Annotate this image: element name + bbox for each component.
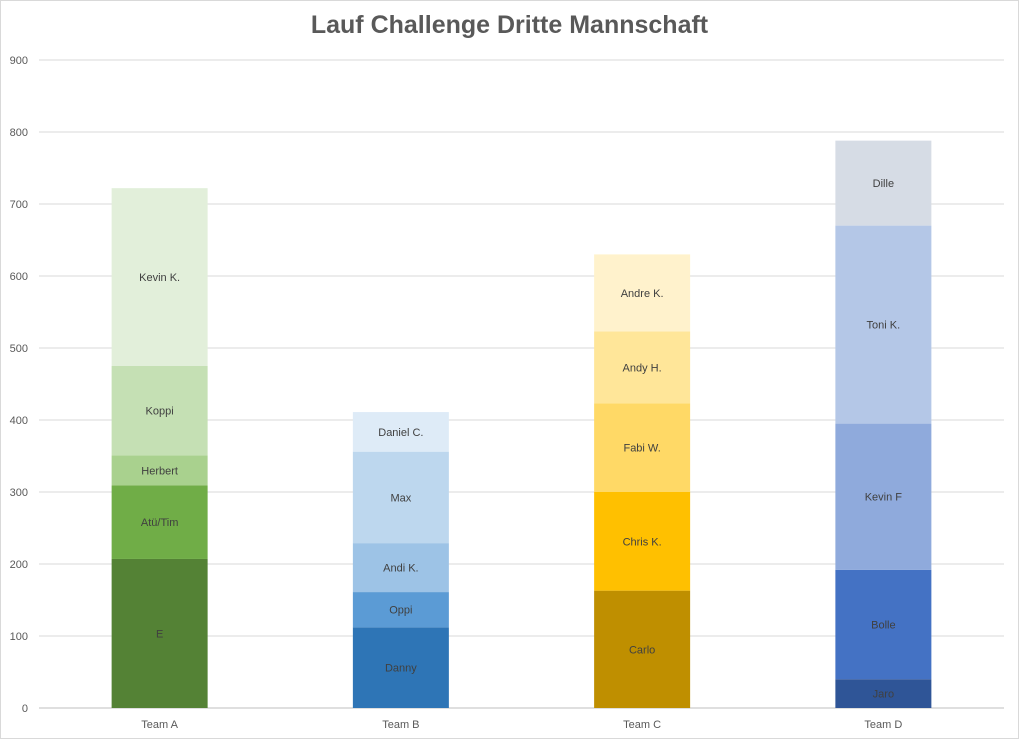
y-tick-label: 800 bbox=[10, 127, 28, 139]
y-tick-label: 500 bbox=[10, 343, 28, 355]
bar-segment bbox=[835, 679, 932, 708]
y-axis-ticks: 0 100 200 300 400 500 600 700 800 900 bbox=[10, 55, 28, 715]
segment-label: Oppi bbox=[389, 605, 412, 617]
bar-segment bbox=[111, 366, 208, 456]
segment-label: Koppi bbox=[146, 406, 174, 418]
segment-label: Toni K. bbox=[867, 320, 901, 332]
y-tick-label: 600 bbox=[10, 271, 28, 283]
bar-segment bbox=[594, 492, 691, 591]
x-tick-label: Team C bbox=[623, 719, 661, 731]
segment-label: Andi K. bbox=[383, 563, 418, 575]
bars: E Atü/Tim Herbert Koppi Kevin K. Danny Oppi And… bbox=[111, 140, 932, 708]
y-tick-label: 900 bbox=[10, 55, 28, 67]
bar-segment bbox=[352, 543, 449, 593]
y-tick-label: 400 bbox=[10, 415, 28, 427]
segment-label: Jaro bbox=[873, 689, 894, 701]
segment-label: Max bbox=[390, 492, 411, 504]
bar-segment bbox=[835, 423, 932, 570]
segment-label: Andre K. bbox=[621, 288, 664, 300]
segment-label: Daniel C. bbox=[378, 427, 423, 439]
segment-label: Herbert bbox=[141, 465, 178, 477]
segment-label: Carlo bbox=[629, 644, 655, 656]
bar-segment bbox=[352, 412, 449, 452]
segment-label: Atü/Tim bbox=[141, 517, 179, 529]
x-tick-label: Team B bbox=[382, 719, 419, 731]
y-tick-label: 100 bbox=[10, 631, 28, 643]
bar-segment bbox=[352, 451, 449, 544]
segment-label: Andy H. bbox=[623, 362, 662, 374]
x-axis-ticks: Team A Team B Team C Team D bbox=[141, 719, 902, 731]
bar-segment bbox=[835, 569, 932, 680]
bar-team-c: Carlo Chris K. Fabi W. Andy H. Andre K. bbox=[594, 254, 691, 708]
bar-team-d: Jaro Bolle Kevin F Toni K. Dille bbox=[835, 140, 932, 708]
segment-label: Bolle bbox=[871, 619, 895, 631]
bar-segment bbox=[594, 254, 691, 332]
bar-segment bbox=[594, 331, 691, 404]
y-tick-label: 0 bbox=[22, 703, 28, 715]
bar-segment bbox=[352, 592, 449, 628]
segment-label: Fabi W. bbox=[623, 443, 660, 455]
bar-segment bbox=[111, 558, 208, 708]
bar-segment bbox=[594, 590, 691, 708]
segment-label: Kevin F bbox=[865, 492, 903, 504]
x-tick-label: Team A bbox=[141, 719, 178, 731]
bar-segment bbox=[111, 188, 208, 366]
y-tick-label: 700 bbox=[10, 199, 28, 211]
segment-label: Danny bbox=[385, 663, 417, 675]
segment-label: E bbox=[156, 628, 163, 640]
y-tick-label: 300 bbox=[10, 487, 28, 499]
segment-label: Chris K. bbox=[623, 536, 662, 548]
bar-segment bbox=[835, 140, 932, 226]
bar-segment bbox=[594, 403, 691, 492]
bar-segment bbox=[835, 225, 932, 424]
x-tick-label: Team D bbox=[864, 719, 902, 731]
bar-team-a: E Atü/Tim Herbert Koppi Kevin K. bbox=[111, 188, 208, 708]
bar-team-b: Danny Oppi Andi K. Max Daniel C. bbox=[352, 412, 449, 708]
bar-segment bbox=[111, 485, 208, 559]
segment-label: Dille bbox=[873, 178, 894, 190]
segment-label: Kevin K. bbox=[139, 272, 180, 284]
bar-segment bbox=[352, 627, 449, 708]
bar-segment bbox=[111, 455, 208, 486]
chart-title: Lauf Challenge Dritte Mannschaft bbox=[310, 11, 709, 39]
y-tick-label: 200 bbox=[10, 559, 28, 571]
